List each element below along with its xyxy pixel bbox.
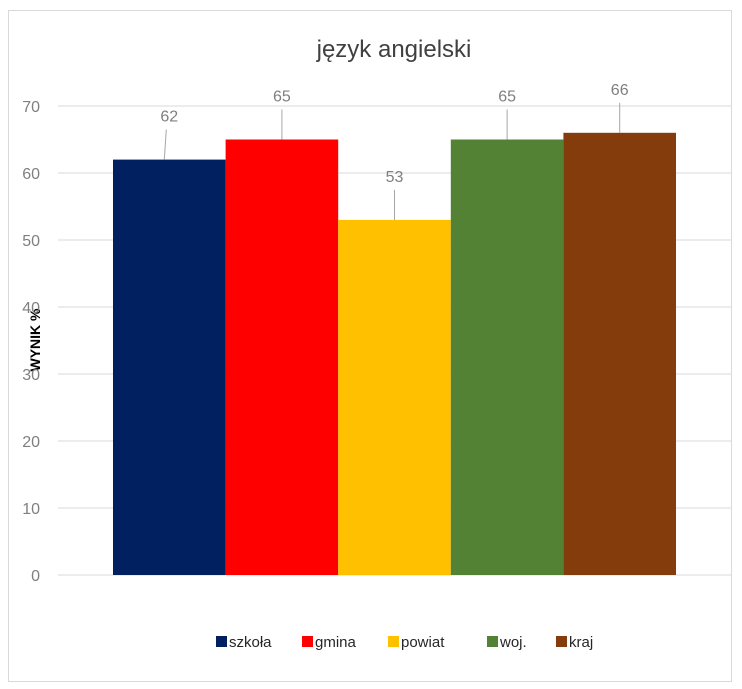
y-tick-label: 10	[22, 501, 40, 518]
y-tick-label: 20	[22, 434, 40, 451]
legend-swatch	[556, 636, 567, 647]
bars	[113, 132, 676, 576]
y-tick-label: 50	[22, 233, 40, 250]
data-label-leader	[163, 129, 167, 160]
legend-label: powiat	[401, 634, 445, 651]
legend-swatch	[487, 636, 498, 647]
bar-gmina	[225, 139, 339, 575]
y-tick-label: 40	[22, 300, 40, 317]
legend-label: szkoła	[229, 634, 272, 651]
data-label: 53	[386, 169, 404, 186]
bar-powiat	[338, 219, 451, 575]
chart-title: język angielski	[316, 36, 472, 63]
legend-label: gmina	[315, 634, 357, 651]
legend-swatch	[388, 636, 399, 647]
legend: szkoła gmina powiat woj. kraj	[216, 634, 593, 651]
legend-swatch	[302, 636, 313, 647]
legend-label: kraj	[569, 634, 593, 651]
data-label: 65	[498, 89, 516, 106]
y-axis-ticks: 0 10 20 30 40 50 60 70	[22, 99, 40, 585]
y-axis-label: WYNIK %	[27, 308, 43, 372]
bar-woj	[450, 139, 564, 575]
bar-szko-a	[113, 159, 226, 575]
data-label: 62	[160, 109, 178, 126]
y-tick-label: 0	[31, 568, 40, 585]
legend-swatch	[216, 636, 227, 647]
y-tick-label: 70	[22, 99, 40, 116]
data-label: 65	[273, 89, 291, 106]
legend-label: woj.	[499, 634, 527, 651]
y-tick-label: 60	[22, 166, 40, 183]
bar-kraj	[563, 132, 676, 576]
y-tick-label: 30	[22, 367, 40, 384]
data-labels: 62 65 53 65 66	[160, 82, 629, 220]
data-label: 66	[611, 82, 629, 99]
